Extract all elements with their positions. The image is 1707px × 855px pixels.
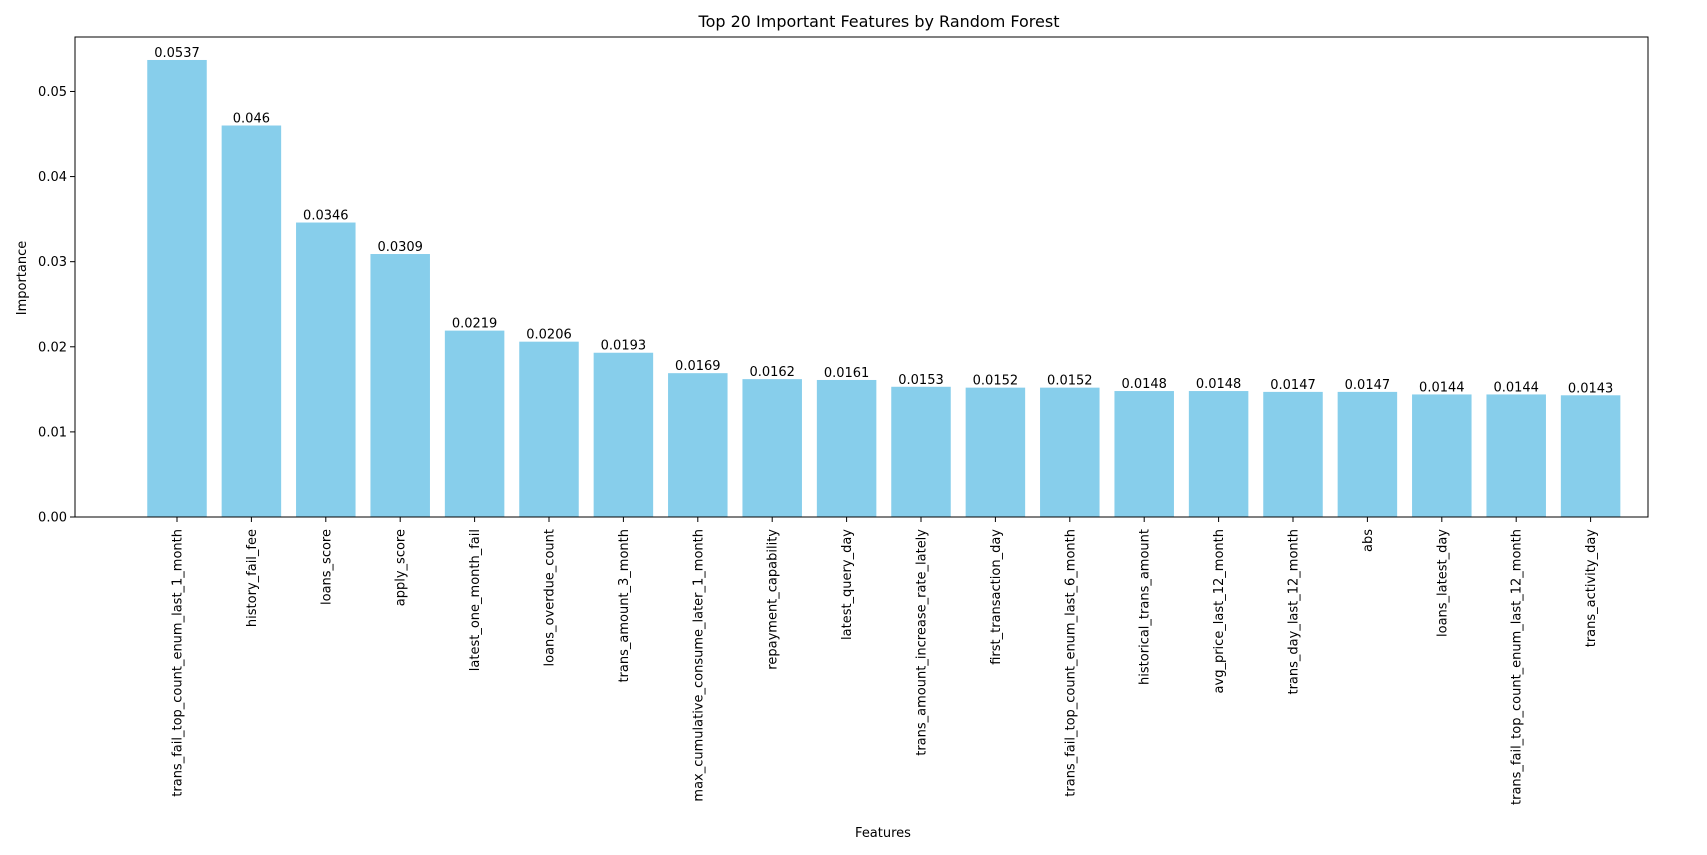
bar (1263, 391, 1323, 517)
bar (668, 373, 728, 517)
x-tick-label: history_fail_fee (245, 529, 260, 627)
x-tick-label: apply_score (394, 529, 409, 606)
bar (444, 330, 505, 517)
x-tick-label: trans_fail_top_count_enum_last_1_month (171, 529, 186, 797)
x-tick-label: abs (1361, 529, 1376, 552)
x-tick-label: first_transaction_day (989, 529, 1004, 665)
bar-value-label: 0.0144 (1493, 380, 1539, 395)
bar (1337, 391, 1398, 517)
bar (1486, 394, 1546, 517)
y-tick-label: 0.02 (38, 340, 67, 355)
y-axis-label: Importance (15, 241, 30, 316)
bar (965, 387, 1026, 517)
y-tick-label: 0.03 (38, 255, 67, 270)
bar-value-label: 0.046 (233, 112, 270, 127)
y-axis: 0.00 0.01 0.02 0.03 0.04 0.05 (38, 85, 75, 526)
bar-value-label: 0.0143 (1568, 381, 1614, 396)
bar (296, 222, 356, 517)
bar-value-label: 0.0148 (1121, 377, 1167, 392)
x-tick-label: avg_price_last_12_month (1212, 529, 1227, 693)
x-tick-label: trans_fail_top_count_enum_last_12_month (1510, 529, 1525, 805)
bar (1560, 395, 1621, 517)
bar (221, 125, 282, 518)
value-labels: 0.0537 0.046 0.0346 0.0309 0.0219 0.0206 0.019… (154, 46, 1613, 396)
bar (370, 254, 430, 517)
bar-value-label: 0.0152 (1047, 374, 1093, 389)
x-axis-label: Features (855, 826, 911, 841)
x-tick-label: latest_one_month_fail (468, 529, 483, 671)
bar (816, 379, 877, 517)
bar-value-label: 0.0147 (1270, 378, 1316, 393)
bar (1114, 391, 1174, 517)
x-tick-label: trans_amount_increase_rate_lately (915, 529, 930, 756)
x-tick-label: loans_latest_day (1435, 529, 1450, 637)
x-tick-label: loans_score (319, 529, 334, 605)
bar-value-label: 0.0346 (303, 209, 349, 224)
bar-value-label: 0.0162 (749, 365, 795, 380)
bar-value-label: 0.0161 (824, 366, 870, 381)
x-tick-label: trans_fail_top_count_enum_last_6_month (1063, 529, 1078, 797)
bar (742, 379, 802, 517)
bar-value-label: 0.0537 (154, 46, 200, 61)
x-axis: trans_fail_top_count_enum_last_1_month hi… (171, 517, 1599, 805)
y-tick-label: 0.05 (38, 85, 67, 100)
bar-value-label: 0.0144 (1419, 380, 1465, 395)
bar-value-label: 0.0219 (452, 317, 498, 332)
bar (593, 352, 654, 517)
bar-value-label: 0.0152 (973, 374, 1019, 389)
bar (1188, 391, 1249, 517)
y-tick-label: 0.04 (38, 170, 67, 185)
x-tick-label: max_cumulative_consume_later_1_month (691, 529, 706, 802)
bar (147, 59, 207, 517)
bars (147, 59, 1621, 518)
x-tick-label: repayment_capability (766, 529, 781, 670)
y-tick-label: 0.01 (38, 425, 67, 440)
bar-value-label: 0.0206 (526, 328, 572, 343)
x-tick-label: loans_overdue_count (543, 529, 558, 666)
x-tick-label: latest_query_day (840, 529, 855, 640)
y-tick-label: 0.00 (38, 511, 67, 526)
bar (519, 341, 579, 517)
bar (891, 386, 951, 517)
bar-value-label: 0.0147 (1345, 378, 1391, 393)
bar-value-label: 0.0193 (601, 339, 647, 354)
x-tick-label: trans_activity_day (1584, 529, 1599, 648)
chart-title: Top 20 Important Features by Random Fore… (698, 12, 1060, 31)
bar-value-label: 0.0309 (377, 240, 423, 255)
x-tick-label: trans_amount_3_month (617, 529, 632, 683)
plot-frame (74, 36, 1649, 518)
bar-value-label: 0.0153 (898, 373, 944, 388)
x-tick-label: trans_day_last_12_month (1287, 529, 1302, 695)
bar (1412, 394, 1472, 517)
bar (1040, 387, 1100, 517)
bar-value-label: 0.0169 (675, 359, 721, 374)
bar-value-label: 0.0148 (1196, 377, 1242, 392)
x-tick-label: historical_trans_amount (1138, 529, 1153, 685)
